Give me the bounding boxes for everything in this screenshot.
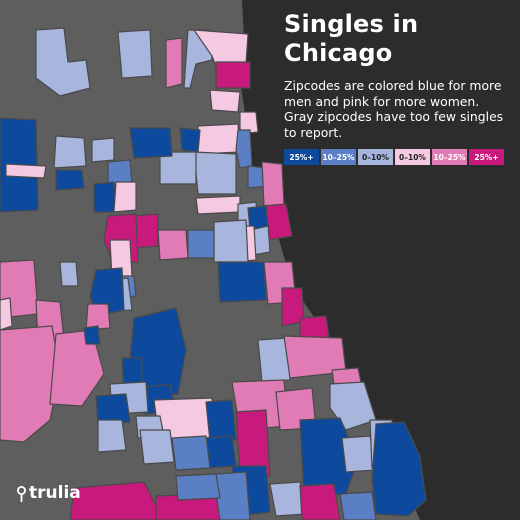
zipcode-region[interactable] [371,421,427,517]
zipcode-region[interactable] [5,163,47,179]
map-description: Zipcodes are colored blue for more men a… [284,78,504,140]
zipcode-region[interactable] [159,151,197,185]
zipcode-region[interactable] [235,409,271,479]
legend-men-0-10: 0–10% [358,149,393,165]
trulia-wordmark: trulia [29,483,81,503]
zipcode-region[interactable] [215,471,251,520]
zipcode-region[interactable] [129,127,173,159]
zipcode-region[interactable] [213,219,249,263]
zipcode-region[interactable] [175,473,221,501]
title-line-1: Singles in [284,10,419,38]
zipcode-region[interactable] [69,481,161,520]
zipcode-region[interactable] [247,205,269,231]
legend-men-10-25: 10–25% [321,149,356,165]
zipcode-region[interactable] [197,123,241,155]
title-block: Singles in Chicago Zipcodes are colored … [284,10,512,165]
zipcode-region[interactable] [35,27,91,97]
zipcode-region[interactable] [53,135,87,169]
zipcode-region[interactable] [239,111,259,135]
zipcode-region[interactable] [91,137,115,163]
legend-women-10-25: 10–25% [432,149,467,165]
legend-men-25-plus: 25%+ [284,149,319,165]
title-line-2: Chicago [284,39,393,67]
zipcode-region[interactable] [299,483,341,520]
zipcode-region[interactable] [195,195,241,215]
zipcode-region[interactable] [187,229,215,259]
zipcode-region[interactable] [93,181,117,213]
map-title: Singles in Chicago [284,10,512,68]
zipcode-region[interactable] [85,303,111,331]
trulia-logo[interactable]: trulia [16,483,81,503]
zipcode-region[interactable] [139,429,175,465]
zipcode-region[interactable] [215,61,251,89]
legend-women-0-10: 0–10% [395,149,430,165]
legend-women-25-plus: 25%+ [469,149,504,165]
zipcode-region[interactable] [209,89,241,113]
zipcode-region[interactable] [97,419,127,453]
zipcode-region[interactable] [205,399,237,443]
zipcode-region[interactable] [157,229,189,261]
zipcode-region[interactable] [55,169,85,191]
zipcode-region[interactable] [0,325,61,443]
zipcode-region[interactable] [329,381,377,431]
zipcode-regions [0,27,427,520]
trulia-pin-icon [17,485,26,502]
zipcode-region[interactable] [235,129,253,169]
zipcode-region[interactable] [339,491,377,520]
zipcode-region[interactable] [113,181,137,213]
zipcode-region[interactable] [59,261,79,287]
zipcode-region[interactable] [165,37,183,89]
zipcode-region[interactable] [179,127,201,153]
zipcode-region[interactable] [83,325,101,345]
zipcode-region[interactable] [257,337,291,383]
zipcode-region[interactable] [95,393,131,425]
zipcode-region[interactable] [117,29,153,79]
zipcode-region[interactable] [217,261,267,303]
land-area [0,0,420,520]
zipcode-region[interactable] [171,435,211,471]
zipcode-region[interactable] [0,297,13,331]
zipcode-region[interactable] [261,161,285,207]
zipcode-region[interactable] [193,151,237,195]
color-legend: 25%+ 10–25% 0–10% 0–10% 10–25% 25%+ [284,149,512,165]
